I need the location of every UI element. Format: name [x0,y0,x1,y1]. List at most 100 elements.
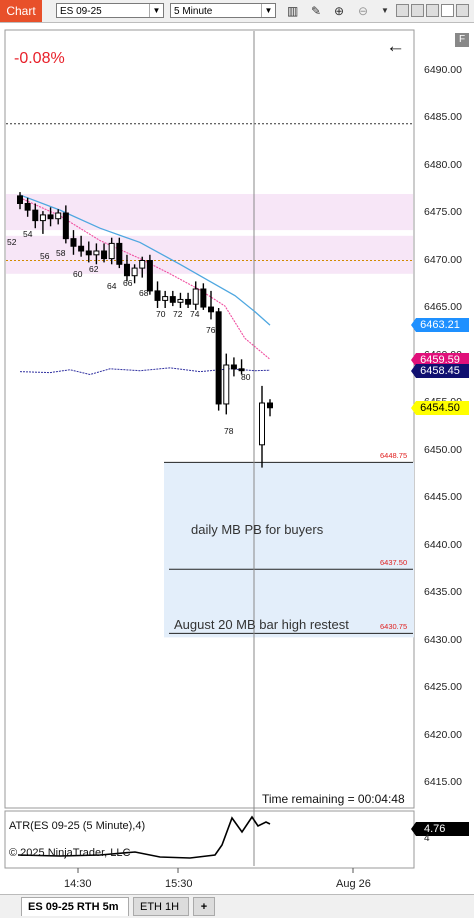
candle-body [230,364,237,370]
close-icon[interactable] [456,4,469,17]
minimize-icon[interactable] [426,4,439,17]
candle-body [70,238,77,247]
properties-icon[interactable]: F [455,33,469,47]
draw-pencil-icon[interactable]: ✎ [311,4,322,18]
bar-number-label: 62 [89,264,99,274]
candle-body [116,242,123,265]
candle-body [185,298,192,305]
candle-body [123,263,130,277]
level-price-label: 6437.50 [380,558,408,568]
time-remaining: Time remaining = 00:04:48 [262,792,405,806]
candle-body [192,288,199,305]
price-axis-label: 6465.00 [424,301,462,313]
time-label-1430: 14:30 [64,878,92,890]
price-axis-label: 6475.00 [424,206,462,218]
candle-body [55,212,62,220]
zone-note-daily-mb: daily MB PB for buyers [191,522,324,537]
candle-body [85,250,92,256]
maximize-icon[interactable] [441,4,454,17]
price-marker-box: 6458.45 [411,364,469,378]
interval-value: 5 Minute [174,6,213,17]
bar-number-label: 66 [123,278,133,288]
price-axis-label: 6425.00 [424,681,462,693]
candle-body [215,311,222,405]
bar-number-label: 80 [241,372,251,382]
ema-slow-line [19,194,271,326]
bar-number-label: 54 [23,229,33,239]
price-marker-box: 6459.59 [411,353,469,367]
candle-body [162,296,169,301]
price-axis-label: 6445.00 [424,491,462,503]
interval-selector[interactable]: 5 Minute ▼ [170,3,276,18]
back-arrow-icon[interactable]: ← [386,36,405,57]
candle-body [259,402,265,446]
time-label-aug26: Aug 26 [336,878,371,890]
price-axis-label: 6415.00 [424,776,462,788]
percent-change: -0.08% [14,50,65,67]
candle-body [131,267,138,277]
candle-body [139,260,146,269]
candle-body [146,260,153,292]
chart-toolbar: Chart ES 09-25 ▼ 5 Minute ▼ ▥ ✎ ⊕ ⊖ ▼ [0,0,474,23]
add-tab-button[interactable]: + [193,897,215,916]
bottom-tab-bar: ES 09-25 RTH 5m ETH 1H + [0,894,474,918]
zoom-in-icon[interactable]: ⊕ [334,4,345,18]
candle-body [62,212,69,240]
candle-body [24,203,31,211]
time-label-1530: 15:30 [165,878,193,890]
chevron-down-icon: ▼ [149,4,163,17]
bar-number-label: 76 [206,325,216,335]
tab-es-rth-5m[interactable]: ES 09-25 RTH 5m [21,897,129,916]
price-axis-label: 6430.00 [424,633,462,646]
atr-line [17,815,271,859]
candle-body [17,195,23,204]
target-box [164,462,414,638]
bar-style-icon[interactable]: ▥ [287,4,299,18]
price-axis-label: 6480.00 [424,158,462,171]
price-axis-label: 6470.00 [424,253,462,266]
window-split-icon[interactable] [411,4,424,17]
candle-body [154,290,161,301]
level-price-label: 6448.75 [380,451,408,461]
candle-body [208,306,214,313]
chart-tab[interactable]: Chart [0,0,42,22]
tab-eth-1h[interactable]: ETH 1H [133,897,189,916]
bar-number-label: 68 [139,288,149,298]
candle-body [78,245,85,252]
bar-number-label: 70 [156,309,166,319]
zone-note-august-20: August 20 MB bar high restest [174,617,349,632]
instrument-selector[interactable]: ES 09-25 ▼ [56,3,164,18]
bar-number-label: 58 [56,248,66,258]
bar-number-label: 52 [7,237,17,247]
chevron-down-icon: ▼ [261,4,275,17]
candle-body [101,250,108,260]
atr-axis-tick: 4 [424,833,430,844]
price-axis-label: 6440.00 [424,538,462,551]
price-axis-label: 6420.00 [424,728,462,741]
bar-number-label: 72 [173,309,183,319]
instrument-value: ES 09-25 [60,6,102,17]
bar-number-label: 64 [107,281,117,291]
zone-band [6,235,413,274]
vwap-line [19,367,271,376]
candle-body [223,364,230,405]
copyright-text: © 2025 NinjaTrader, LLC [9,847,131,859]
bar-number-label: 74 [190,309,200,319]
zoom-out-icon[interactable]: ⊖ [358,4,369,18]
candle-body [200,288,207,308]
price-axis-label: 6435.00 [424,586,462,598]
candle-body [169,296,176,303]
price-axis-label: 6485.00 [424,111,462,123]
dropdown-icon[interactable]: ▼ [381,6,389,15]
price-marker-box: 6463.21 [411,318,469,332]
window-tile-icon[interactable] [396,4,409,17]
candle-body [177,298,184,303]
candle-body [93,250,100,256]
bar-number-label: 78 [224,426,234,436]
price-marker-box: 6454.50 [411,401,469,415]
candle-body [238,368,245,372]
zone-band [6,194,413,231]
bar-number-label: 60 [73,269,83,279]
bar-number-label: 56 [40,251,50,261]
